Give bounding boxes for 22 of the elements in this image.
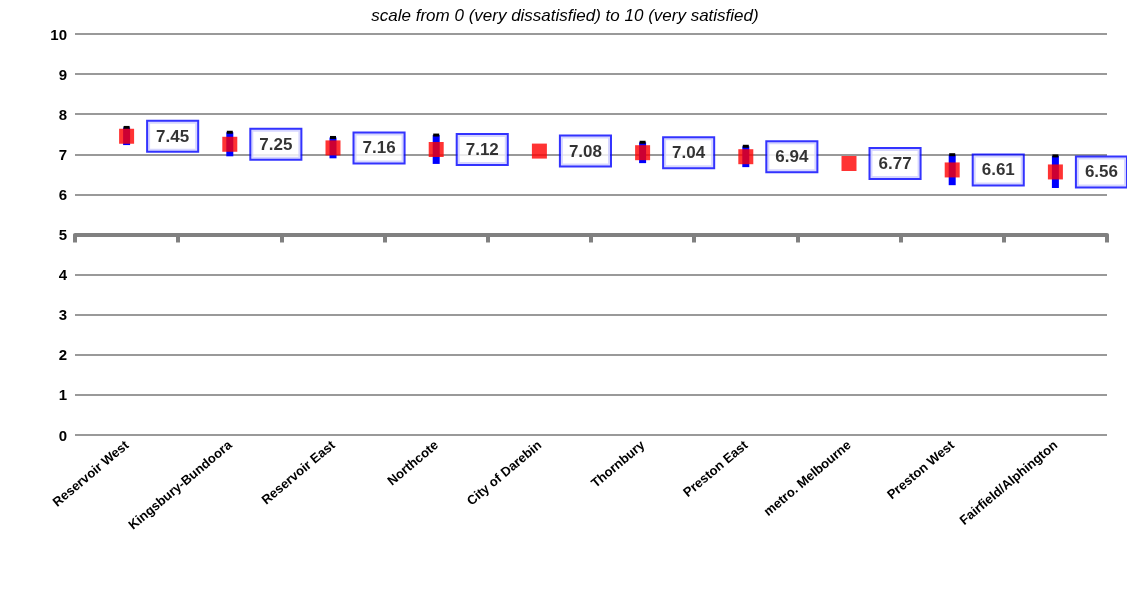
y-tick-label: 6 (58, 185, 67, 203)
data-label: 7.16 (362, 138, 396, 158)
y-tick-label: 4 (58, 266, 68, 284)
y-tick-label: 1 (58, 386, 67, 404)
data-label: 7.08 (568, 141, 602, 161)
y-tick-label: 8 (58, 105, 67, 123)
y-tick-label: 9 (58, 65, 67, 83)
data-label: 6.77 (878, 154, 912, 174)
data-label: 7.45 (156, 126, 190, 146)
y-tick-label: 3 (58, 306, 67, 324)
data-label: 6.94 (775, 147, 809, 167)
data-label: 7.12 (465, 139, 499, 159)
y-tick-label: 10 (50, 25, 67, 43)
y-tick-label: 7 (58, 145, 67, 163)
y-tick-label: 2 (58, 346, 67, 364)
data-label: 6.56 (1084, 162, 1118, 182)
chart-subtitle: scale from 0 (very dissatisfied) to 10 (very satisfied) (371, 6, 759, 25)
data-label: 6.61 (981, 160, 1015, 180)
y-tick-label: 0 (58, 426, 67, 444)
y-tick-label: 5 (58, 226, 67, 243)
data-label: 7.25 (259, 134, 293, 154)
data-label: 7.04 (672, 143, 706, 163)
